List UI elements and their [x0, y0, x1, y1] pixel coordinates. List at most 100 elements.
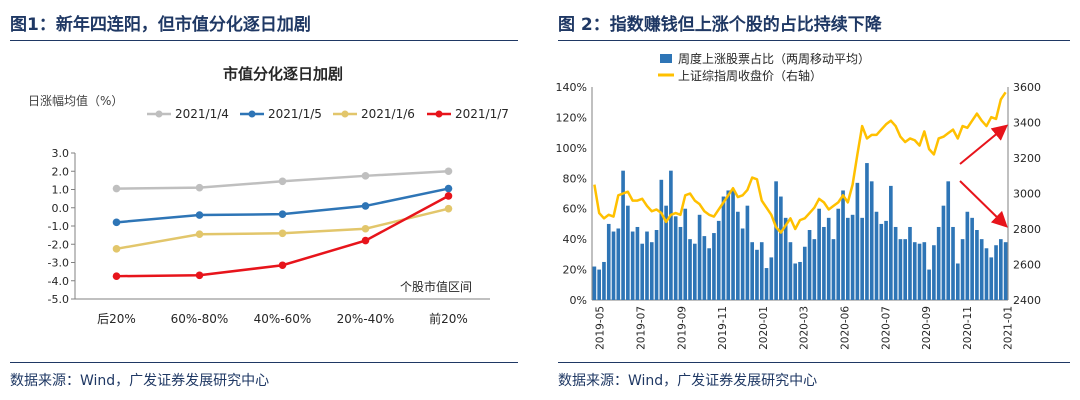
chart-1-legend-marker [341, 110, 349, 118]
chart-2-bar [903, 239, 908, 300]
chart-2-index-line [593, 91, 1007, 234]
chart-1-legend-label: 2021/1/4 [175, 107, 229, 121]
chart-1-x-tick-label: 20%-40% [337, 312, 395, 326]
chart-2-bar [879, 223, 884, 300]
chart-1-title: 市值分化逐日加剧 [223, 65, 343, 83]
figure-2-top-rule [558, 40, 1070, 41]
chart-2-bar [707, 248, 711, 300]
chart-2-bar [745, 205, 750, 300]
chart-2-bar [936, 226, 941, 300]
chart-2-x-tick-label: 2020-01 [758, 306, 770, 350]
figure-1-source: 数据来源：Wind，广发证券发展研究中心 [10, 373, 270, 389]
chart-1-data-point [444, 204, 453, 213]
chart-1-legend-label: 2021/1/7 [455, 107, 509, 121]
chart-1-x-tick-label: 后20% [97, 312, 136, 326]
chart-2-bar [759, 242, 764, 300]
figure-1-header: 图1：新年四连阳，但市值分化逐日加剧 [10, 15, 311, 35]
chart-2-x-tick-label: 2020-07 [880, 306, 892, 350]
chart-2-bar [683, 208, 688, 300]
chart-2-bar [769, 257, 774, 300]
chart-2-bar [740, 228, 745, 300]
chart-2-bar [611, 231, 616, 300]
chart-1-data-point [195, 271, 204, 280]
chart-1-legend-marker [248, 110, 256, 118]
chart-2-bar [932, 245, 936, 300]
chart-2-bar [874, 211, 879, 300]
chart-2-legend-bar-label: 周度上涨股票占比（两周移动平均） [678, 51, 870, 66]
chart-2-bar [908, 226, 912, 300]
chart-2-bar [779, 196, 783, 300]
chart-2-bar [616, 228, 621, 300]
chart-1-x-tick-label: 前20% [429, 311, 468, 326]
figure-2-source: 数据来源：Wind，广发证券发展研究中心 [558, 373, 818, 389]
figure-1-top-rule [10, 40, 518, 41]
chart-2-bar [635, 226, 640, 300]
chart-1-y-tick-label: 3.0 [52, 147, 70, 160]
chart-2-bar [798, 261, 802, 300]
chart-2-x-tick-label: 2021-01 [1003, 306, 1015, 350]
chart-2-right-tick-label: 3200 [1013, 152, 1041, 165]
chart-2-left-tick-label: 140% [556, 81, 587, 94]
chart-2-bar [659, 179, 664, 300]
chart-2-bar [697, 214, 702, 300]
chart-2-bar [927, 269, 931, 300]
chart-2-x-tick-label: 2020-06 [839, 306, 851, 350]
chart-1-data-point [195, 211, 204, 219]
chart-1-data-point [278, 261, 287, 270]
chart-2-bar [597, 269, 601, 300]
chart-2-x-tick-label: 2019-07 [635, 306, 647, 350]
figure-2-panel: 图 2：指数赚钱但上涨个股的占比持续下降 周度上涨股票占比（两周移动平均） 上证综… [548, 0, 1080, 400]
chart-1-data-point [278, 177, 287, 186]
chart-2-bar [688, 239, 692, 300]
chart-1-legend-marker [155, 110, 163, 118]
chart-2-bar [917, 243, 922, 300]
chart-2-bar [640, 243, 645, 300]
chart-2-bar [865, 163, 869, 300]
chart-2-bar [999, 239, 1003, 300]
chart-1-x-axis-label: 个股市值区间 [400, 279, 472, 294]
chart-2-bar [664, 205, 668, 300]
chart-1-legend-marker [435, 110, 443, 118]
chart-2-bar [630, 231, 635, 300]
chart-2-bar [826, 217, 831, 300]
chart-1-data-point [361, 172, 370, 180]
chart-2-bar [793, 263, 798, 300]
chart-2-bar [678, 226, 683, 300]
chart-2-bar [692, 243, 697, 300]
chart-2-bar [802, 246, 807, 300]
chart-1-data-point [112, 245, 121, 253]
chart-2-bar [855, 182, 860, 300]
chart-2-bar [889, 185, 893, 300]
chart-1-y-tick-label: -5.0 [48, 293, 69, 306]
chart-2-bar [712, 233, 716, 300]
chart-2-bar [946, 181, 951, 300]
chart-1-y-tick-label: -3.0 [48, 257, 69, 270]
chart-2-up-arrow [959, 124, 1009, 165]
chart-2-bar [774, 181, 778, 300]
chart-2-x-tick-label: 2020-03 [799, 306, 811, 350]
chart-2-legend-line-label: 上证综指周收盘价（右轴） [678, 68, 822, 83]
chart-1-data-point [278, 210, 287, 218]
chart-2-bar [841, 190, 845, 300]
chart-2-bar [965, 211, 970, 300]
chart-1-legend-label: 2021/1/5 [268, 107, 322, 121]
chart-2-bar [621, 170, 625, 300]
figure-2-header: 图 2：指数赚钱但上涨个股的占比持续下降 [558, 15, 882, 35]
chart-2-bar [736, 211, 740, 300]
chart-2-x-tick-label: 2020-09 [921, 306, 933, 350]
chart-2-bar [960, 239, 965, 300]
chart-2-bar [750, 242, 755, 300]
chart-2-bar [860, 217, 864, 300]
chart-2-bar [731, 190, 735, 300]
chart-2-right-tick-label: 3400 [1013, 117, 1041, 130]
chart-2-right-tick-label: 3600 [1013, 81, 1041, 94]
chart-2-bar [884, 220, 888, 300]
chart-2-bar [850, 214, 855, 300]
chart-2-left-tick-label: 40% [563, 233, 587, 246]
chart-2-bar [951, 226, 955, 300]
chart-1-data-point [112, 184, 121, 193]
chart-2-bar [831, 239, 836, 300]
chart-2-bar [702, 236, 707, 300]
chart-2-down-arrow [959, 180, 1008, 228]
chart-2-bar [602, 261, 606, 300]
